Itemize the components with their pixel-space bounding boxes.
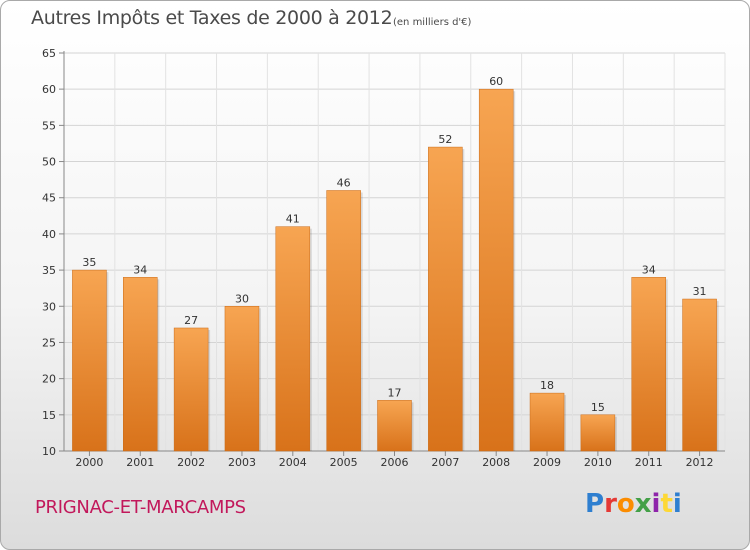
x-tick-label: 2004	[279, 456, 307, 469]
value-label: 46	[337, 176, 351, 189]
bar	[377, 400, 412, 452]
x-tick-label: 2012	[686, 456, 714, 469]
x-tick-label: 2001	[126, 456, 154, 469]
x-tick-label: 2002	[177, 456, 205, 469]
y-tick-label: 45	[42, 192, 56, 205]
bar	[682, 298, 717, 452]
x-tick-label: 2005	[330, 456, 358, 469]
value-label: 31	[693, 285, 707, 298]
x-tick-label: 2010	[584, 456, 612, 469]
bar	[72, 269, 107, 452]
bar	[173, 327, 209, 452]
value-label: 35	[82, 256, 96, 269]
y-tick-label: 15	[42, 409, 56, 422]
y-tick-label: 60	[42, 83, 56, 96]
value-label: 60	[489, 75, 503, 88]
bar	[580, 414, 616, 452]
value-label: 18	[540, 379, 554, 392]
x-tick-label: 2009	[533, 456, 561, 469]
y-tick-label: 40	[42, 228, 56, 241]
y-tick-label: 35	[42, 264, 56, 277]
y-tick-label: 30	[42, 300, 56, 313]
value-label: 52	[438, 133, 452, 146]
value-label: 30	[235, 292, 249, 305]
y-tick-label: 20	[42, 373, 56, 386]
bar	[428, 146, 463, 452]
x-tick-label: 2007	[431, 456, 459, 469]
bar	[224, 306, 260, 452]
value-label: 34	[642, 263, 656, 276]
labels: 35 2000 34 2001 27 2002 30 2003 41 2004 46 2005 17 20…	[75, 75, 713, 469]
chart-subtitle: (en milliers d'€)	[393, 17, 472, 28]
bars	[72, 88, 719, 452]
bar	[631, 277, 666, 452]
bar	[326, 190, 361, 452]
commune-name: PRIGNAC-ET-MARCAMPS	[35, 497, 246, 518]
bar	[529, 392, 565, 452]
y-tick-label: 10	[42, 445, 56, 458]
value-label: 17	[388, 386, 402, 399]
chart-title: Autres Impôts et Taxes de 2000 à 2012	[31, 7, 393, 29]
value-label: 34	[133, 263, 147, 276]
bar	[478, 88, 514, 452]
x-tick-label: 2000	[75, 456, 103, 469]
y-tick-label: 65	[42, 47, 56, 60]
y-tick-label: 55	[42, 119, 56, 132]
value-label: 15	[591, 401, 605, 414]
y-tick-label: 25	[42, 336, 56, 349]
bar	[275, 226, 311, 452]
value-label: 27	[184, 314, 198, 327]
y-tick-label: 50	[42, 156, 56, 169]
bar	[123, 277, 158, 452]
value-label: 41	[286, 213, 300, 226]
x-tick-label: 2008	[482, 456, 510, 469]
proxiti-logo: Proxiti	[585, 489, 682, 519]
x-tick-label: 2003	[228, 456, 256, 469]
x-tick-label: 2006	[381, 456, 409, 469]
x-tick-label: 2011	[635, 456, 663, 469]
